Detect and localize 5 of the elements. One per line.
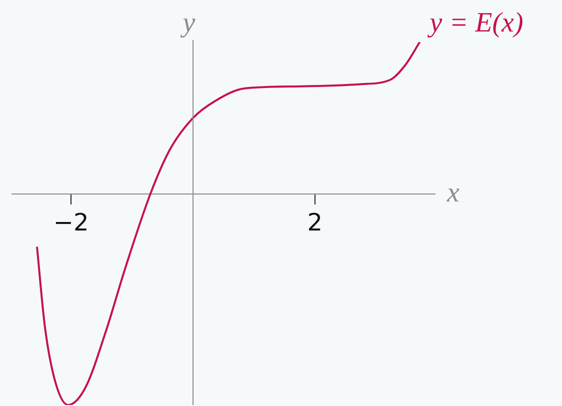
x-tick-label: 2	[307, 208, 323, 237]
x-axis-title: x	[446, 177, 460, 208]
series-label: y = E(x)	[426, 7, 524, 38]
x-tick-label: −2	[53, 208, 89, 237]
y-axis-title: y	[180, 7, 196, 38]
